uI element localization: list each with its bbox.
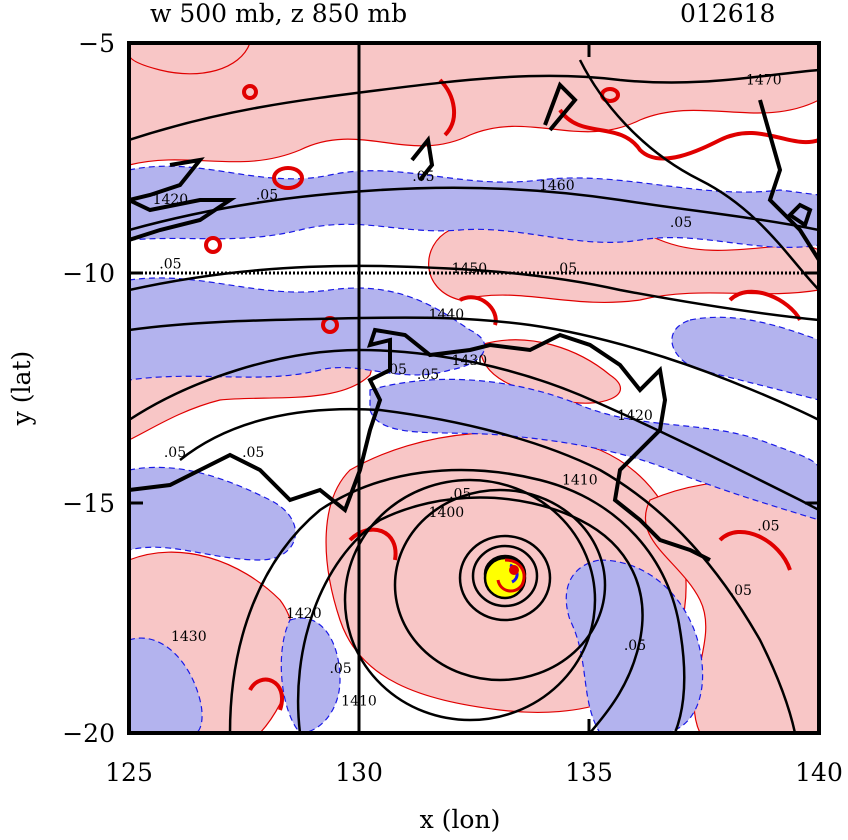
height-contour: [471, 544, 539, 608]
x-tick-label: 130: [335, 758, 383, 787]
figure-title-left: w 500 mb, z 850 mb: [150, 0, 407, 28]
w-contour: [272, 166, 304, 190]
height-contour: [129, 316, 819, 422]
w-contour: [438, 78, 457, 137]
w-contour-label: .05: [385, 362, 407, 378]
y-tick-label: −20: [62, 719, 115, 748]
x-tick-label: 135: [565, 758, 613, 787]
height-contours: [129, 59, 819, 733]
height-contour: [129, 348, 819, 512]
figure-title-right: 012618: [680, 0, 775, 28]
downward-region: [129, 637, 203, 733]
w-contour: [718, 529, 792, 571]
w-contour-label: .05: [757, 519, 779, 535]
y-tick-label: −5: [78, 29, 115, 58]
height-contour-label: 1450: [452, 261, 488, 277]
height-contour-label: 1470: [746, 72, 782, 88]
w-contour-label: .05: [730, 583, 752, 599]
boundary-line: [410, 135, 435, 182]
height-contour: [458, 534, 552, 622]
center-positive-arc: [496, 558, 526, 593]
w-contour-label: .05: [164, 445, 186, 461]
downward-region: [369, 378, 819, 521]
x-tick-label: 125: [105, 758, 153, 787]
y-tick-label: −10: [62, 259, 115, 288]
plot-frame: [127, 41, 821, 735]
w-contour: [728, 289, 802, 322]
w-contour: [248, 677, 284, 711]
height-contour-label: 1420: [286, 606, 322, 622]
height-contour: [578, 59, 819, 291]
downward-region: [280, 617, 341, 733]
boundary-lines: [129, 81, 819, 562]
w-contour: [204, 236, 222, 254]
w-contour-label: .05: [242, 445, 264, 461]
w-contour-label: .05: [670, 215, 692, 231]
upward-region: [129, 43, 251, 75]
height-contour: [228, 468, 686, 733]
x-axis-label: x (lon): [420, 805, 501, 834]
downward-region: [129, 277, 486, 381]
boundary-line: [129, 327, 711, 562]
height-contour-label: 1410: [562, 473, 598, 489]
w-contour-label: .05: [159, 256, 181, 272]
w-contour-label: .05: [256, 187, 278, 203]
height-contour: [343, 478, 597, 722]
boundary-line: [129, 198, 237, 242]
height-contour-label: 1460: [539, 178, 575, 194]
downward-motion-fill: [129, 165, 819, 733]
y-axis-label: y (lat): [7, 351, 36, 427]
height-contour-label: 1420: [617, 408, 653, 424]
height-contour-label: 1410: [341, 693, 377, 709]
height-contour: [393, 488, 607, 682]
y-tick-label: −15: [62, 489, 115, 518]
height-contour-labels: 1470 1460 1450 1440 1430 1420 1410 1400 1420 1430…: [153, 72, 782, 709]
downward-region: [671, 316, 819, 401]
height-contour: [129, 68, 819, 142]
w-contour: [242, 84, 258, 100]
height-contour-label: 1430: [452, 353, 488, 369]
height-contour-label: 1420: [153, 192, 189, 208]
height-contour: [179, 407, 797, 733]
plot-area: 1470 1460 1450 1440 1430 1420 1410 1400 1420 1430…: [129, 43, 819, 733]
height-contour-label: 1440: [429, 307, 465, 323]
w-contour-labels: .05 .05 .05 .05 .05 .05 .05 .05 .05 .05 .05 .05 .05.…: [159, 169, 779, 677]
w-contour: [348, 527, 398, 561]
height-contour: [129, 264, 819, 322]
w-contour-label: .05: [329, 661, 351, 677]
boundary-line: [786, 202, 813, 229]
boundary-line: [758, 99, 819, 262]
strong-upward-contours: [204, 78, 819, 711]
upward-region: [129, 43, 819, 166]
w-contour: [558, 108, 819, 161]
storm-center: [483, 556, 527, 600]
height-contour: [129, 186, 819, 232]
w-contour-label: .05: [624, 638, 646, 654]
y-axis-ticks: −5 −10 −15 −20: [62, 29, 819, 748]
height-contour-label: 1400: [429, 505, 465, 521]
downward-region: [129, 466, 297, 561]
w-contour-label: .05: [449, 486, 471, 502]
x-tick-label: 140: [795, 758, 843, 787]
boundary-line: [129, 157, 205, 202]
w-contour-label: .05: [555, 261, 577, 277]
w-contour-label: .05: [417, 367, 439, 383]
center-core: [509, 565, 519, 575]
boundary-line: [543, 81, 578, 132]
x-axis-ticks: 125 130 135 140: [105, 43, 843, 787]
height-contour-label: 1430: [171, 629, 207, 645]
w-contour-label: .05: [412, 169, 434, 185]
downward-region: [129, 165, 819, 248]
